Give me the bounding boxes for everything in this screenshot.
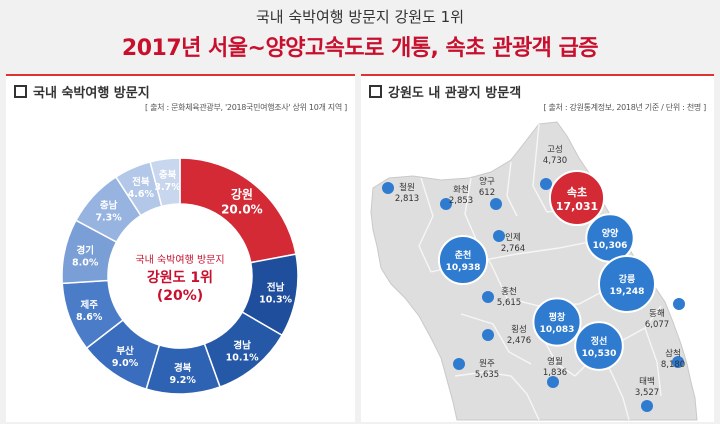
bubble-동해	[673, 298, 685, 310]
donut-category-label: 경북	[174, 362, 192, 374]
bubble-양구	[490, 198, 502, 210]
donut-value-label: 9.2%	[170, 375, 197, 386]
map-value-label: 3,527	[635, 388, 659, 398]
donut-value-label: 8.0%	[72, 257, 99, 268]
donut-center-line3: (20%)	[157, 288, 203, 304]
map-value-label: 1,836	[543, 368, 567, 378]
map-region-label: 화천	[453, 184, 469, 195]
bubble-태백	[641, 400, 653, 412]
bubble-홍천	[482, 291, 494, 303]
donut-category-label: 충북	[159, 169, 177, 181]
map-value-label: 19,248	[610, 287, 645, 297]
map-value-label: 10,083	[540, 325, 575, 335]
map-region-label: 홍천	[501, 286, 517, 297]
map-region-label: 정선	[591, 335, 608, 347]
donut-category-label: 충남	[100, 199, 118, 211]
donut-category-label: 강원	[231, 187, 253, 201]
bubble-평창	[532, 297, 582, 347]
map-region-label: 양양	[602, 227, 619, 239]
donut-value-label: 8.6%	[76, 312, 103, 323]
map-value-label: 5,615	[497, 298, 521, 308]
map-region-label: 태백	[639, 376, 655, 387]
donut-category-label: 부산	[116, 345, 134, 357]
map-value-label: 612	[479, 188, 495, 198]
map-value-label: 2,476	[507, 336, 531, 346]
donut-source: [ 출처 : 문화체육관광부, '2018국민여행조사' 상위 10개 지역 ]	[145, 103, 347, 112]
donut-panel-title: 국내 숙박여행 방문지	[14, 82, 150, 101]
donut-hole	[109, 205, 251, 347]
bubble-삼척	[672, 356, 684, 368]
map-region-label: 철원	[399, 182, 415, 193]
donut-value-label: 7.3%	[95, 212, 122, 223]
map-value-label: 2,853	[449, 196, 473, 206]
donut-category-label: 전북	[132, 176, 150, 188]
map-value-label: 4,730	[543, 156, 567, 166]
bubble-원주	[453, 358, 465, 370]
map-panel-title: 강원도 내 관광지 방문객	[369, 82, 521, 101]
map-value-label: 5,635	[475, 370, 499, 380]
map-region-label: 강릉	[619, 273, 636, 285]
map-region-label: 춘천	[455, 249, 472, 261]
bubble-철원	[382, 182, 394, 194]
donut-category-label: 전남	[267, 281, 285, 293]
bubble-정선	[574, 321, 624, 371]
square-icon	[14, 85, 27, 98]
map-panel-title-text: 강원도 내 관광지 방문객	[388, 86, 522, 101]
map-value-label: 10,938	[446, 263, 481, 273]
bubble-인제	[493, 230, 505, 242]
donut-panel-title-text: 국내 숙박여행 방문지	[33, 86, 150, 101]
donut-value-label: 9.0%	[112, 358, 139, 369]
bubble-속초	[548, 169, 606, 227]
map-value-label: 10,306	[593, 241, 628, 251]
donut-category-label: 경남	[233, 339, 251, 351]
donut-value-label: 10.1%	[226, 352, 259, 363]
bubble-영월	[547, 376, 559, 388]
map-value-label: 17,031	[556, 200, 598, 213]
map-region-label: 고성	[547, 145, 563, 155]
donut-center-line1: 국내 숙박여행 방문지	[135, 254, 224, 266]
header-title: 2017년 서울~양양고속도로 개통, 속초 관광객 급증	[121, 36, 599, 61]
bubble-춘천	[437, 234, 489, 286]
donut-value-label: 20.0%	[221, 202, 263, 216]
map-region-label: 인제	[505, 232, 521, 243]
donut-value-label: 3.7%	[154, 182, 181, 193]
header-subtitle: 국내 숙박여행 방문지 강원도 1위	[255, 8, 465, 26]
map-panel: 강원도 내 관광지 방문객 [ 출처 : 강원통계정보, 2018년 기준 / …	[361, 74, 714, 422]
bubble-화천	[440, 198, 452, 210]
map-value-label: 2,764	[501, 244, 525, 254]
donut-slice-충북	[149, 157, 181, 208]
bubble-횡성	[482, 329, 494, 341]
donut-category-label: 제주	[80, 299, 98, 311]
map-region-label: 삼척	[665, 348, 681, 359]
map-value-label: 6,077	[645, 320, 669, 330]
map-region-label: 속초	[567, 186, 587, 199]
map-value-label: 8,180	[661, 360, 685, 370]
map-region-label: 평창	[549, 311, 566, 323]
bubble-강릉	[598, 255, 656, 313]
donut-value-label: 10.3%	[259, 294, 292, 305]
map-region-label: 횡성	[511, 324, 527, 335]
map-region-label: 원주	[479, 359, 495, 369]
map-region-label: 영월	[547, 356, 563, 367]
map-region-label: 동해	[649, 309, 665, 319]
map-value-label: 10,530	[582, 349, 617, 359]
square-icon	[369, 85, 382, 98]
map-source: [ 출처 : 강원통계정보, 2018년 기준 / 단위 : 천명 ]	[543, 103, 706, 112]
donut-value-label: 4.6%	[128, 189, 155, 200]
donut-center-line2: 강원도 1위	[147, 269, 213, 286]
donut-panel: 국내 숙박여행 방문지 [ 출처 : 문화체육관광부, '2018국민여행조사'…	[6, 74, 355, 422]
donut-category-label: 경기	[76, 244, 93, 256]
map-value-label: 2,813	[395, 194, 419, 204]
bubble-고성	[540, 178, 552, 190]
map-region-label: 양구	[479, 176, 495, 187]
